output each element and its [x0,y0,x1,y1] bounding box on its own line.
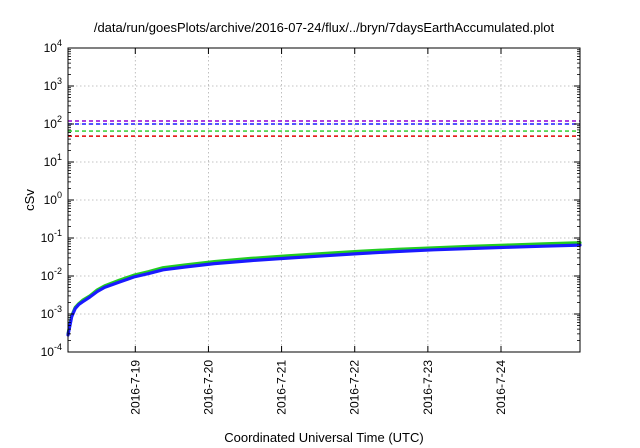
y-tick-label: 104 [44,38,62,55]
x-axis-ticks: 2016-7-19 2016-7-20 2016-7-21 2016-7-22 2016… [128,48,508,415]
x-axis-label: Coordinated Universal Time (UTC) [224,430,423,445]
series-line-1 [66,243,582,337]
threshold-lines [68,120,580,137]
y-tick-label: 10-1 [41,228,62,245]
x-tick-label: 2016-7-22 [348,360,362,415]
grid-lines [68,48,580,352]
y-tick-label: 10-3 [41,304,62,321]
x-tick-label: 2016-7-21 [275,360,289,415]
x-tick-label: 2016-7-19 [128,360,142,415]
x-tick-label: 2016-7-23 [421,360,435,415]
y-tick-label: 103 [44,76,62,93]
y-tick-label: 10-2 [41,266,62,283]
y-tick-label: 102 [44,114,62,131]
x-tick-label: 2016-7-24 [494,360,508,415]
y-tick-label: 101 [44,152,62,169]
x-tick-label: 2016-7-20 [201,360,215,415]
y-tick-label: 10-4 [41,342,62,359]
y-axis-ticks: 10-4 10-3 10-2 10-1 100 101 102 103 104 [41,38,580,359]
y-tick-label: 100 [44,190,62,207]
y-axis-label: cSv [22,189,37,211]
chart-title: /data/run/goesPlots/archive/2016-07-24/f… [94,20,555,35]
series-lines [66,241,582,337]
